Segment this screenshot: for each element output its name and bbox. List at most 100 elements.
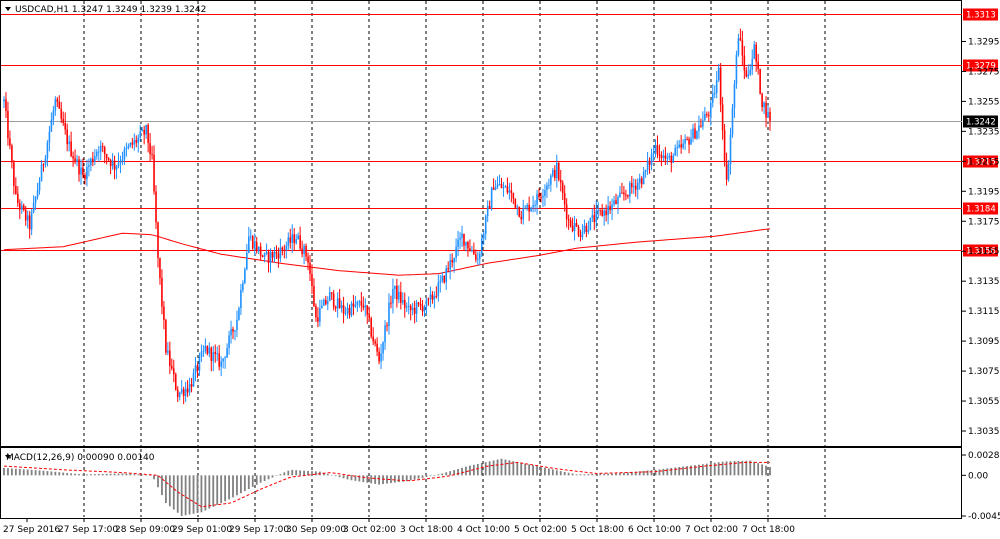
candle-body: [532, 205, 534, 208]
candle-body: [301, 248, 303, 255]
candle-body: [567, 218, 570, 221]
candle-body: [682, 143, 684, 148]
level-price-badge: [963, 202, 998, 215]
candle-body: [248, 236, 250, 253]
macd-histogram-bar: [129, 473, 132, 476]
candle-body: [72, 156, 74, 159]
candle-body: [26, 215, 29, 221]
macd-histogram-bar: [603, 473, 606, 476]
candle-body: [303, 245, 305, 255]
candle-body: [42, 164, 45, 166]
macd-histogram-bar: [279, 474, 282, 476]
macd-histogram-bar: [291, 469, 294, 476]
macd-histogram-bar: [642, 470, 645, 476]
candle-body: [186, 388, 189, 393]
candle-body: [475, 254, 477, 260]
macd-histogram-bar: [70, 473, 73, 476]
candle-body: [198, 356, 201, 371]
candle-body: [480, 238, 483, 254]
candle-body: [398, 291, 400, 300]
macd-histogram-bar: [701, 464, 704, 476]
candle-body: [293, 234, 296, 244]
candle-body: [11, 145, 13, 163]
macd-histogram-bar: [733, 461, 736, 476]
candle-body: [593, 215, 596, 222]
candle-body: [739, 38, 742, 41]
macd-indicator: [3, 458, 771, 516]
macd-dropdown-triangle-icon[interactable]: [5, 455, 11, 459]
macd-info[interactable]: MACD(12,26,9) 0.00090 0.00140: [5, 453, 155, 463]
macd-histogram-bar: [303, 470, 305, 476]
candle-body: [291, 234, 294, 243]
candle-body: [145, 124, 147, 135]
candle-body: [202, 350, 205, 352]
candle-body: [524, 207, 526, 209]
macd-histogram-bar: [224, 475, 227, 502]
dropdown-triangle-icon[interactable]: [5, 7, 11, 11]
candle-body: [457, 239, 459, 247]
macd-histogram-bar: [378, 475, 381, 485]
time-tick-label: 3 Oct 02:00: [343, 525, 396, 535]
candle-body: [544, 190, 546, 196]
macd-histogram-bar: [694, 465, 696, 476]
candle-body: [70, 141, 72, 157]
price-tick-label: 1.3255: [968, 97, 1000, 107]
candle-body: [640, 178, 643, 185]
macd-histogram-bar: [690, 465, 692, 476]
candle-body: [204, 345, 207, 351]
price-tick-label: 1.3115: [968, 307, 1000, 317]
candle-body: [386, 325, 388, 327]
candle-body: [569, 220, 572, 226]
symbol-info[interactable]: USDCAD,H1 1.3247 1.3249 1.3239 1.3242: [5, 5, 206, 15]
macd-histogram-bar: [54, 471, 57, 476]
macd-histogram-bar: [362, 475, 365, 483]
candle-body: [133, 139, 136, 145]
macd-histogram-bar: [540, 466, 542, 476]
candle-body: [119, 161, 122, 163]
macd-histogram-bar: [595, 473, 598, 476]
macd-signal-line: [3, 461, 770, 508]
candle-body: [431, 294, 434, 300]
candle-body: [324, 299, 327, 305]
time-tick-label: 6 Oct 10:00: [628, 525, 681, 535]
candle-body: [257, 246, 260, 252]
candle-body: [429, 294, 432, 299]
candle-body: [129, 142, 132, 147]
candle-body: [52, 110, 55, 120]
macd-histogram-bar: [678, 467, 681, 476]
candle-body: [62, 118, 65, 123]
candle-body: [364, 305, 367, 308]
candle-body: [761, 93, 763, 108]
candle-body: [516, 206, 519, 208]
macd-histogram-bar: [449, 471, 452, 476]
macd-histogram-bar: [646, 470, 649, 476]
candle-body: [238, 308, 240, 320]
candle-body: [407, 305, 410, 307]
candle-body: [234, 330, 236, 332]
candle-body: [24, 209, 27, 221]
macd-histogram-bar: [563, 471, 566, 476]
macd-histogram-bar: [674, 467, 677, 476]
candle-body: [107, 158, 110, 160]
macd-histogram-bar: [765, 465, 767, 476]
candle-body: [465, 241, 467, 246]
macd-histogram-bar: [532, 465, 534, 476]
candle-body: [603, 210, 605, 216]
candle-body: [105, 153, 108, 159]
candle-body: [178, 392, 181, 398]
candle-body: [542, 195, 544, 198]
candle-body: [157, 222, 159, 258]
macd-axis: 0.00285 0.00 -0.00451: [962, 451, 1000, 522]
macd-histogram-bar: [761, 464, 764, 476]
macd-histogram-bar: [161, 475, 163, 496]
macd-histogram-bar: [520, 462, 523, 476]
candle-body: [376, 343, 378, 352]
candle-body: [214, 352, 217, 355]
macd-histogram-bar: [666, 468, 669, 476]
macd-histogram-bar: [741, 460, 744, 476]
candle-body: [336, 298, 339, 309]
macd-histogram-bar: [508, 460, 511, 476]
candle-body: [415, 302, 418, 314]
candle-body: [595, 210, 598, 222]
